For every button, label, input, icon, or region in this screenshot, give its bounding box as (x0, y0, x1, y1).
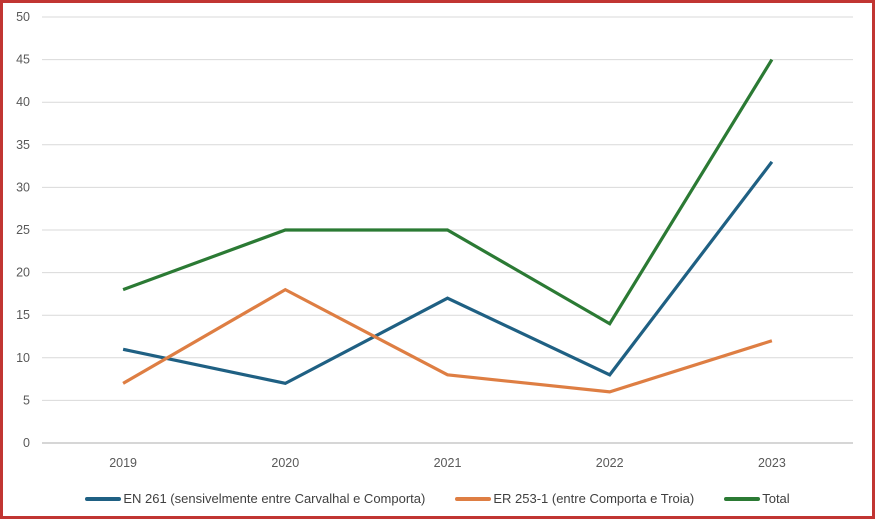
chart-legend: EN 261 (sensivelmente entre Carvalhal e … (0, 491, 875, 506)
y-tick-label: 30 (16, 180, 30, 194)
legend-label-total: Total (762, 491, 790, 506)
series-line (122, 160, 774, 386)
legend-marker-er253 (455, 496, 492, 501)
y-tick-label: 50 (16, 10, 30, 24)
legend-label-en261: EN 261 (sensivelmente entre Carvalhal e … (123, 491, 426, 506)
x-tick-label: 2019 (109, 456, 137, 470)
series-line (122, 58, 774, 326)
legend-item-er253: ER 253-1 (entre Comporta e Troia) (455, 491, 694, 506)
y-tick-label: 40 (16, 95, 30, 109)
y-tick-label: 45 (16, 53, 30, 67)
y-tick-label: 25 (16, 223, 30, 237)
y-tick-label: 20 (16, 266, 30, 280)
legend-item-en261: EN 261 (sensivelmente entre Carvalhal e … (85, 491, 425, 506)
y-tick-label: 35 (16, 138, 30, 152)
legend-label-er253: ER 253-1 (entre Comporta e Troia) (493, 491, 695, 506)
x-tick-label: 2023 (758, 456, 786, 470)
x-tick-label: 2022 (596, 456, 624, 470)
y-tick-label: 15 (16, 308, 30, 322)
y-tick-label: 10 (16, 351, 30, 365)
legend-marker-en261 (85, 496, 122, 501)
legend-item-total: Total (724, 491, 790, 506)
x-tick-label: 2021 (434, 456, 462, 470)
legend-marker-total (724, 496, 761, 501)
x-tick-label: 2020 (271, 456, 299, 470)
series-line (122, 287, 773, 394)
y-tick-label: 0 (23, 436, 30, 450)
y-tick-label: 5 (23, 393, 30, 407)
